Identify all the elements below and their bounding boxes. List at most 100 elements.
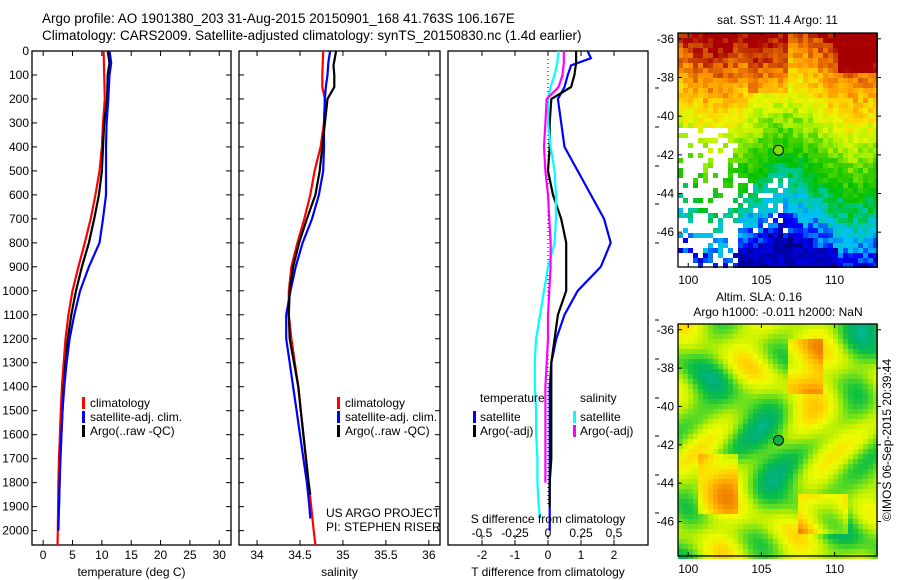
heatmap-cell (803, 479, 808, 484)
heatmap-cell (748, 208, 753, 213)
heatmap-cell (823, 78, 828, 83)
heatmap-cell (708, 449, 713, 454)
heatmap-cell (803, 173, 808, 178)
heatmap-cell (858, 414, 863, 419)
plot-frame (31, 50, 232, 546)
heatmap-cell (708, 434, 713, 439)
heatmap-cell (858, 253, 863, 258)
heatmap-cell (708, 384, 713, 389)
heatmap-cell (828, 238, 833, 243)
heatmap-cell (828, 424, 833, 429)
panel-salinity: 34 34.5 35 35.5 36salinityclimatologysatelli… (238, 50, 441, 579)
heatmap-cell (868, 238, 873, 243)
heatmap-cell (873, 168, 878, 173)
heatmap-cell (843, 464, 848, 469)
heatmap-cell (703, 178, 708, 183)
heatmap-cell (723, 73, 728, 78)
heatmap-cell (773, 469, 778, 474)
heatmap-cell (748, 58, 753, 63)
heatmap-cells (678, 33, 878, 268)
heatmap-cell (703, 143, 708, 148)
heatmap-cell (853, 188, 858, 193)
heatmap-cell (743, 53, 748, 58)
heatmap-cell (803, 258, 808, 263)
heatmap-cell (703, 489, 708, 494)
heatmap-cell (843, 248, 848, 253)
heatmap-cell (808, 454, 813, 459)
heatmap-cell (808, 369, 813, 374)
heatmap-cell (848, 499, 853, 504)
heatmap-cell (678, 479, 683, 484)
heatmap-cell (818, 123, 823, 128)
heatmap-cell (723, 449, 728, 454)
heatmap-cell (678, 539, 683, 544)
heatmap-cell (693, 118, 698, 123)
heatmap-cell (783, 263, 788, 268)
heatmap-cell (823, 354, 828, 359)
heatmap-cell (838, 103, 843, 108)
heatmap-cell (683, 58, 688, 63)
heatmap-cell (813, 454, 818, 459)
heatmap-cell (748, 108, 753, 113)
heatmap-cell (688, 464, 693, 469)
legend-swatch (573, 425, 576, 437)
heatmap-cell (733, 524, 738, 529)
heatmap-cell (708, 399, 713, 404)
heatmap-cell (833, 83, 838, 88)
heatmap-cell (813, 479, 818, 484)
heatmap-cell (693, 529, 698, 534)
heatmap-cell (863, 324, 868, 329)
heatmap-cell (708, 389, 713, 394)
heatmap-cell (788, 344, 793, 349)
heatmap-cell (838, 128, 843, 133)
heatmap-cell (758, 48, 763, 53)
heatmap-cell (783, 339, 788, 344)
heatmap-cell (868, 103, 873, 108)
heatmap-cell (763, 529, 768, 534)
heatmap-cell (728, 103, 733, 108)
heatmap-cell (758, 138, 763, 143)
heatmap-cell (823, 424, 828, 429)
heatmap-cell (778, 108, 783, 113)
heatmap-cell (803, 419, 808, 424)
heatmap-cell (873, 43, 878, 48)
heatmap-cell (768, 98, 773, 103)
heatmap-cell (698, 173, 703, 178)
heatmap-cell (838, 324, 843, 329)
heatmap-cell (813, 384, 818, 389)
heatmap-cell (823, 148, 828, 153)
heatmap-cell (763, 213, 768, 218)
legend-label: Argo(..raw -QC) (345, 424, 430, 438)
heatmap-cell (733, 198, 738, 203)
heatmap-cell (713, 63, 718, 68)
heatmap-cell (778, 489, 783, 494)
series-line-satelliteadjclim (57, 50, 113, 531)
heatmap-cell (808, 98, 813, 103)
heatmap-cell (763, 168, 768, 173)
heatmap-cell (718, 549, 723, 554)
heatmap-cell (713, 228, 718, 233)
heatmap-cell (783, 98, 788, 103)
heatmap-cell (823, 253, 828, 258)
heatmap-cell (848, 78, 853, 83)
heatmap-cell (698, 494, 703, 499)
heatmap-cell (813, 339, 818, 344)
heatmap-cell (783, 329, 788, 334)
heatmap-cell (688, 479, 693, 484)
heatmap-cell (873, 464, 878, 469)
heatmap-cell (808, 163, 813, 168)
heatmap-cell (763, 203, 768, 208)
heatmap-cell (788, 53, 793, 58)
heatmap-cell (768, 369, 773, 374)
heatmap-cell (798, 379, 803, 384)
heatmap-cell (678, 133, 683, 138)
heatmap-cell (813, 394, 818, 399)
heatmap-cell (808, 253, 813, 258)
heatmap-cell (813, 33, 818, 38)
heatmap-cell (853, 404, 858, 409)
heatmap-cell (828, 529, 833, 534)
heatmap-cell (748, 168, 753, 173)
heatmap-cell (763, 509, 768, 514)
heatmap-cell (718, 439, 723, 444)
heatmap-cell (693, 33, 698, 38)
